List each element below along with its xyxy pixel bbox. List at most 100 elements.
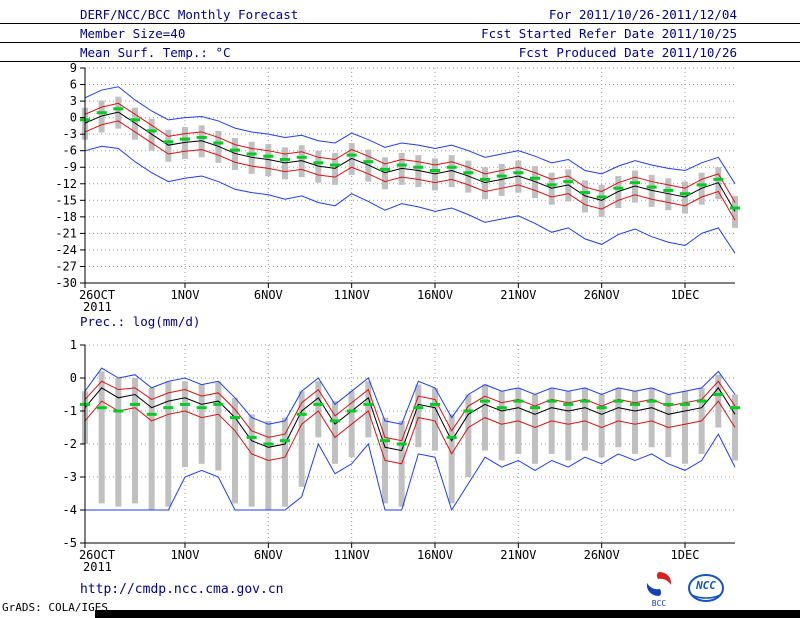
x-year-label: 2011 <box>83 300 112 312</box>
median-dash <box>446 165 457 169</box>
median-dash <box>230 148 240 152</box>
median-dash <box>546 399 557 403</box>
x-tick-label: 21NOV <box>500 288 536 302</box>
header-row-2: Member Size=40 Fcst Started Refer Date 2… <box>0 24 800 43</box>
header-row-3: Mean Surf. Temp.: °C Fcst Produced Date … <box>0 43 800 62</box>
median-dash <box>296 155 307 159</box>
median-dash <box>280 158 290 162</box>
ensemble-spread-bar <box>315 150 322 183</box>
median-dash <box>363 160 374 164</box>
median-dash <box>463 409 474 413</box>
series-ensemble-min <box>85 433 736 512</box>
y-tick-label: -12 <box>55 177 77 191</box>
median-dash <box>380 167 390 171</box>
median-dash <box>546 183 557 187</box>
x-tick-label: 26NOV <box>584 288 620 302</box>
median-dash <box>196 406 207 410</box>
median-dash <box>680 192 690 196</box>
ensemble-spread-bar <box>165 381 172 507</box>
ensemble-spread-bar <box>182 126 188 159</box>
y-tick-label: -15 <box>55 193 77 207</box>
ensemble-spread-bar <box>682 391 688 464</box>
median-dash <box>596 195 607 199</box>
y-tick-label: -24 <box>55 243 77 257</box>
y-tick-label: 0 <box>70 111 77 125</box>
median-dash <box>613 399 624 403</box>
median-dash <box>163 140 174 144</box>
median-dash <box>96 406 107 410</box>
median-dash <box>663 188 674 192</box>
cmdp-url-link[interactable]: http://cmdp.ncc.cma.gov.cn <box>80 582 284 597</box>
median-dash <box>730 406 740 410</box>
y-tick-label: 3 <box>70 94 77 108</box>
median-dash <box>330 419 340 423</box>
ensemble-spread-bar <box>665 394 672 458</box>
ncc-logo: NCC <box>688 574 724 602</box>
median-dash <box>713 177 724 181</box>
x-tick-label: 26OCT <box>79 548 115 562</box>
x-tick-label: 21NOV <box>500 548 536 562</box>
ensemble-spread-bar <box>665 178 672 211</box>
median-dash <box>230 416 240 420</box>
y-tick-label: -9 <box>63 160 77 174</box>
median-dash <box>313 402 324 406</box>
ensemble-spread-bar <box>598 184 605 217</box>
median-dash <box>630 402 640 406</box>
median-dash <box>563 180 574 184</box>
ensemble-spread-bar <box>215 130 222 163</box>
median-dash <box>496 406 507 410</box>
x-tick-label: 1DEC <box>671 548 700 562</box>
ensemble-spread-bar <box>582 387 588 451</box>
ensemble-spread-bar <box>298 391 305 487</box>
median-dash <box>580 191 590 195</box>
median-dash <box>696 183 707 187</box>
ensemble-spread-bar <box>548 172 555 205</box>
median-dash <box>413 165 424 169</box>
ensemble-spread-bar <box>198 384 205 464</box>
header: DERF/NCC/BCC Monthly Forecast For 2011/1… <box>0 0 800 62</box>
ensemble-spread-bar <box>265 144 272 177</box>
series-lower-quartile <box>84 120 736 221</box>
median-dash <box>180 402 190 406</box>
y-tick-label: -30 <box>55 276 77 290</box>
y-tick-label: -3 <box>63 470 77 484</box>
ensemble-spread-bar <box>648 387 655 448</box>
ensemble-spread-bar <box>732 195 738 228</box>
median-dash <box>346 153 357 157</box>
median-dash <box>280 439 290 443</box>
series-ensemble-max <box>84 86 736 185</box>
median-dash <box>496 174 507 178</box>
median-dash <box>396 163 407 167</box>
ensemble-spread-bar <box>482 167 488 200</box>
y-tick-label: 1 <box>70 338 77 352</box>
median-dash <box>480 399 490 403</box>
median-dash <box>163 406 174 410</box>
median-dash <box>313 161 324 165</box>
ensemble-spread-bar <box>165 129 172 162</box>
x-tick-label: 1DEC <box>671 288 700 302</box>
median-dash <box>330 163 340 167</box>
median-dash <box>296 412 307 416</box>
y-tick-label: -1 <box>63 404 77 418</box>
x-tick-label: 16NOV <box>417 288 453 302</box>
forecast-valid-range: For 2011/10/26-2011/12/04 <box>548 6 737 22</box>
median-dash <box>146 412 157 416</box>
ensemble-spread-bar <box>198 125 205 158</box>
bcc-logo: BCC <box>646 572 672 608</box>
median-dash <box>213 141 224 145</box>
series-ensemble-mean <box>84 387 736 452</box>
median-dash <box>646 399 657 403</box>
ensemble-spread-bar <box>98 371 105 504</box>
median-dash <box>246 152 257 156</box>
y-tick-label: -3 <box>63 127 77 141</box>
fcst-start-date: Fcst Started Refer Date 2011/10/25 <box>481 25 737 41</box>
y-tick-label: -4 <box>63 503 77 517</box>
ensemble-spread-bar <box>465 394 472 477</box>
plot-title: DERF/NCC/BCC Monthly Forecast <box>80 6 299 22</box>
median-dash <box>113 107 124 111</box>
ensemble-spread-bar <box>682 181 688 214</box>
x-tick-label: 11NOV <box>334 288 370 302</box>
median-dash <box>263 442 274 446</box>
